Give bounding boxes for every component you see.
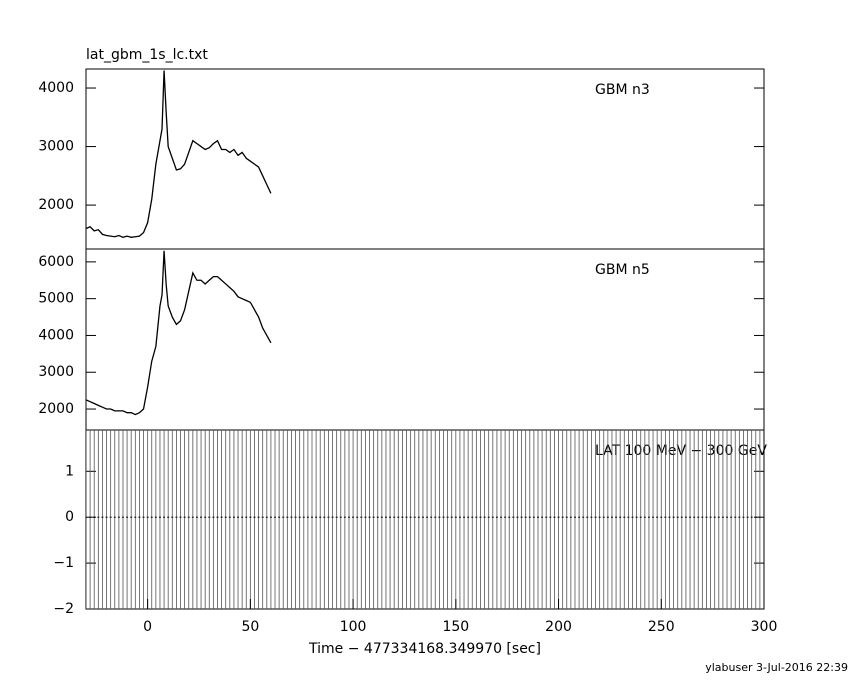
footer: ylabuser 3-Jul-2016 22:39	[705, 661, 848, 674]
x-tick-label: 150	[442, 619, 469, 635]
y-tick-label: −2	[53, 601, 74, 617]
y-tick-label: 4000	[38, 80, 74, 96]
x-tick-label: 50	[241, 619, 259, 635]
y-tick-label: 3000	[38, 139, 74, 155]
y-tick-label: 0	[65, 509, 74, 525]
y-tick-label: 1	[65, 463, 74, 479]
y-tick-label: 5000	[38, 291, 74, 307]
y-tick-label: 3000	[38, 364, 74, 380]
y-tick-label: 6000	[38, 254, 74, 270]
y-tick-label: −1	[53, 555, 74, 571]
x-axis-label: Time − 477334168.349970 [sec]	[308, 641, 541, 657]
panel-label: GBM n3	[595, 82, 650, 98]
panel-frame	[85, 248, 765, 431]
panel-label: LAT 100 MeV − 300 GeV	[595, 443, 767, 459]
x-tick-label: 250	[648, 619, 675, 635]
error-bars	[86, 430, 761, 609]
y-tick-label: 4000	[38, 327, 74, 343]
panel-label: GBM n5	[595, 262, 650, 278]
light-curve	[85, 70, 272, 238]
x-tick-label: 200	[545, 619, 572, 635]
x-tick-label: 100	[340, 619, 367, 635]
panel-frame	[85, 68, 765, 250]
y-tick-label: 2000	[38, 401, 74, 417]
y-tick-label: 2000	[38, 197, 74, 213]
x-tick-label: 300	[751, 619, 778, 635]
chart-title: lat_gbm_1s_lc.txt	[86, 47, 208, 63]
x-tick-label: 0	[143, 619, 152, 635]
light-curve	[85, 250, 272, 416]
